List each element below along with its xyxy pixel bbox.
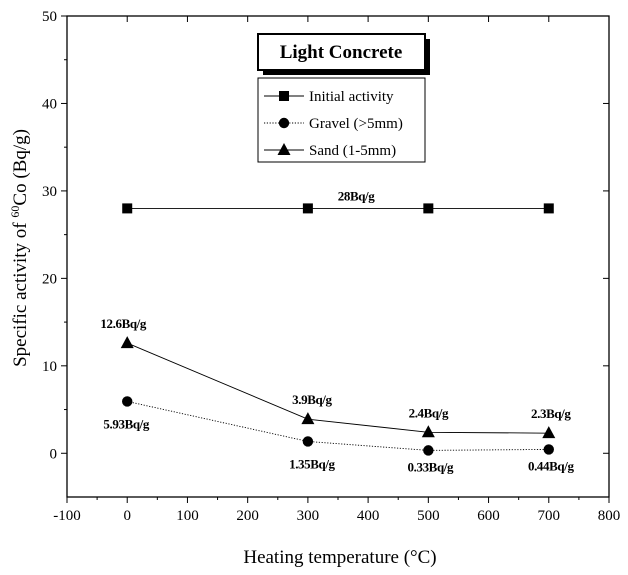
legend-marker-square: [279, 91, 289, 101]
series-square: [122, 203, 554, 214]
data-label: 28Bq/g: [338, 188, 376, 203]
data-label: 1.35Bq/g: [289, 456, 335, 471]
data-point: [302, 436, 314, 447]
y-tick-label: 0: [50, 446, 58, 462]
legend-marker-circle: [278, 117, 290, 129]
data-label: 5.93Bq/g: [103, 416, 149, 431]
series-circle: [122, 396, 554, 456]
data-point: [122, 396, 133, 407]
data-label: 3.9Bq/g: [292, 392, 332, 407]
x-tick-label: 500: [417, 508, 440, 524]
x-tick-label: 400: [357, 508, 380, 524]
data-label: 2.3Bq/g: [531, 406, 571, 421]
x-tick-label: 200: [236, 508, 259, 524]
x-tick-label: 800: [598, 508, 621, 524]
y-axis: 0 10 20 30 40 50: [42, 9, 609, 462]
data-label: 0.33Bq/g: [408, 459, 454, 474]
series-layer: [120, 203, 556, 456]
x-tick-label: 600: [477, 508, 500, 524]
y-axis-title: Specific activity of 60Co (Bq/g): [8, 129, 31, 367]
legend-label: Gravel (>5mm): [309, 116, 403, 132]
x-tick-label: 0: [123, 508, 131, 524]
chart-title: Light Concrete: [280, 42, 403, 63]
x-tick-label: 300: [297, 508, 320, 524]
x-tick-label: 100: [176, 508, 199, 524]
data-label: 2.4Bq/g: [409, 405, 449, 420]
x-tick-label: 700: [538, 508, 561, 524]
y-tick-label: 30: [42, 184, 57, 200]
data-point: [543, 203, 554, 214]
data-point: [301, 412, 315, 425]
data-label: 12.6Bq/g: [100, 316, 146, 331]
legend-marker-triangle: [277, 143, 291, 155]
data-labels: 28Bq/g 12.6Bq/g 5.93Bq/g 3.9Bq/g 1.35Bq/g 2.4…: [100, 188, 574, 474]
data-point: [423, 445, 434, 456]
data-point: [120, 336, 134, 349]
series-line: [127, 400, 549, 451]
data-point: [423, 203, 434, 214]
data-point: [542, 426, 556, 439]
x-tick-label: -100: [53, 508, 81, 524]
data-point: [421, 425, 435, 438]
y-tick-label: 50: [42, 9, 57, 25]
legend-label: Initial activity: [309, 89, 394, 105]
y-tick-label: 10: [42, 359, 57, 375]
y-tick-label: 20: [42, 271, 57, 287]
x-axis: -100 0 100 200 300 400 500 600 700 800: [53, 16, 620, 524]
series-line: [127, 342, 549, 434]
chart-title-box: Light Concrete: [257, 33, 430, 75]
data-point: [122, 203, 133, 214]
data-point: [302, 203, 313, 214]
x-axis-title: Heating temperature (°C): [243, 547, 436, 568]
series-triangle: [120, 336, 556, 439]
y-tick-label: 40: [42, 96, 57, 112]
data-point: [543, 444, 554, 455]
legend: Initial activity Gravel (>5mm) Sand (1-5mm…: [257, 77, 426, 163]
data-label: 0.44Bq/g: [528, 458, 574, 473]
legend-label: Sand (1-5mm): [309, 143, 396, 159]
